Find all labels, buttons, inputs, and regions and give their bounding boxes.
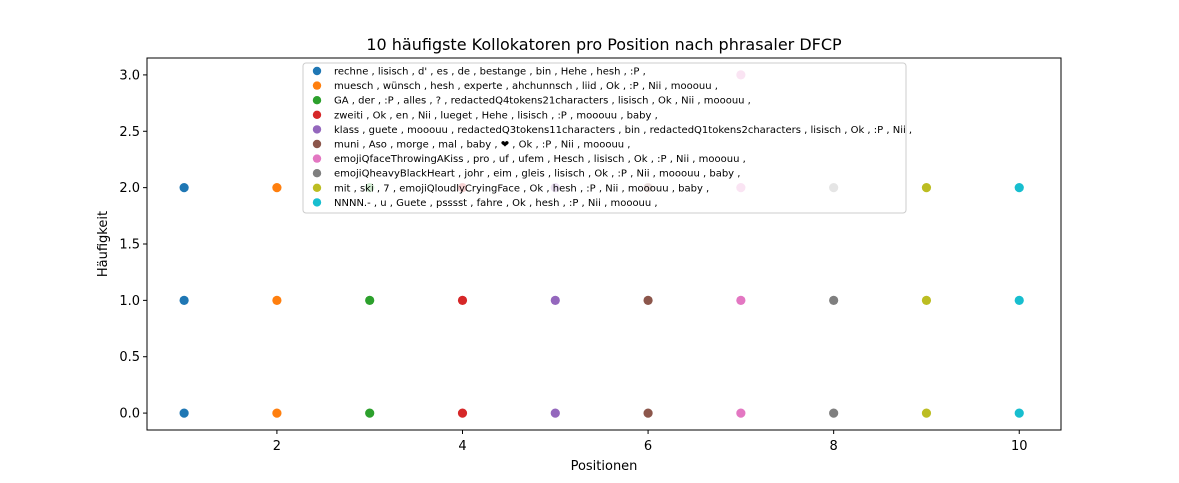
legend: rechne , lisisch , d' , es , de , bestan… [302,62,912,214]
x-axis-label: Positionen [571,459,638,474]
data-point [643,295,653,305]
data-point [829,408,839,418]
data-point [736,295,746,305]
legend-label: emojiQfaceThrowingAKiss , pro , uf , ufe… [334,154,746,165]
y-tick-label: 3.0 [119,68,140,83]
legend-marker [312,183,322,192]
axes-frame [146,57,1062,431]
legend-marker [312,66,322,76]
data-point [921,295,932,305]
y-axis-label: Häufigkeit [96,211,111,277]
data-point [179,295,189,305]
x-tick-label: 2 [273,439,281,454]
y-tick-label: 2.0 [119,181,140,196]
data-point [643,408,653,418]
legend-marker [312,154,322,163]
data-point [179,183,189,193]
y-tick-label: 0.5 [119,350,140,365]
legend-marker [312,81,322,90]
data-point [1014,408,1024,418]
data-point [921,408,932,418]
legend-label: NNNN.- , u , Guete , psssst , fahre , Ok… [334,198,658,209]
data-point [550,295,560,305]
legend-label: muesch , wünsch , hesh , experte , ahchu… [334,81,718,92]
data-point [272,295,282,305]
legend-marker [312,96,322,105]
data-point [550,408,560,418]
legend-box [302,62,907,214]
y-tick-label: 1.0 [119,294,140,309]
data-point [272,183,282,193]
data-point [272,408,282,418]
chart-title: 10 häufigste Kollokatoren pro Position n… [366,35,842,54]
data-point [365,295,375,305]
data-point [736,408,746,418]
legend-label: mit , ski , 7 , emojiQloudlyCryingFace ,… [334,183,709,194]
x-tick-label: 4 [458,439,466,454]
x-tick-label: 6 [644,439,652,454]
legend-label: rechne , lisisch , d' , es , de , bestan… [334,67,646,78]
legend-label: muni , Aso , morge , mal , baby , ❤ , Ok… [334,140,630,151]
data-point [1014,295,1024,305]
legend-marker [312,198,322,207]
data-point [365,408,375,418]
x-axis: 2 4 6 8 10 [273,430,1028,454]
y-tick-label: 1.5 [119,238,140,253]
legend-marker [312,125,322,134]
data-point [457,295,468,305]
legend-marker [312,110,322,120]
legend-marker [312,139,322,149]
data-point [179,408,189,418]
data-point [457,408,468,418]
legend-label: emojiQheavyBlackHeart , johr , eim , gle… [334,169,740,180]
x-tick-label: 10 [1011,439,1028,454]
data-point [829,295,839,305]
y-tick-label: 0.0 [119,407,140,422]
legend-marker [312,169,322,178]
x-tick-label: 8 [830,439,838,454]
legend-label: GA , der , :P , alles , ? , redactedQ4to… [334,96,751,107]
y-tick-label: 2.5 [119,125,140,140]
legend-label: klass , guete , mooouu , redactedQ3token… [334,125,912,136]
y-axis: 0.0 0.5 1.0 1.5 2.0 2.5 3.0 [119,68,147,422]
data-point [921,183,932,193]
data-point [1014,183,1024,193]
legend-label: zweiti , Ok , en , Nii , lueget , Hehe ,… [334,110,658,121]
